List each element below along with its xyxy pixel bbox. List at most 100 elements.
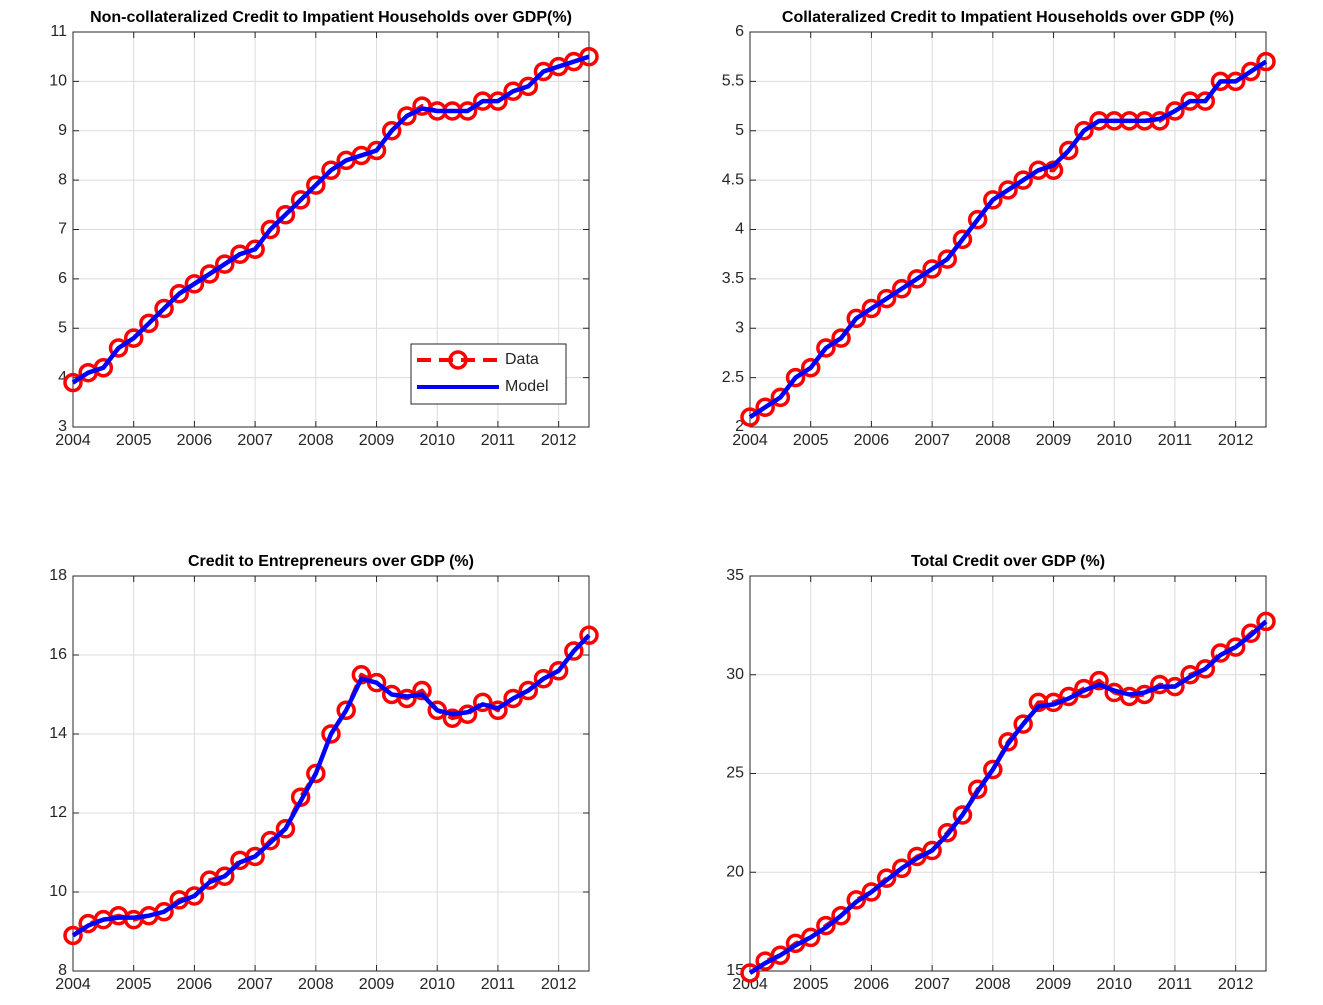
data-marker <box>876 288 897 309</box>
data-marker <box>336 700 356 721</box>
data-marker <box>139 313 159 334</box>
data-marker <box>473 692 493 713</box>
data-marker <box>199 264 220 284</box>
x-tick-label: 2012 <box>541 432 577 449</box>
data-marker <box>937 823 958 843</box>
data-marker <box>518 680 539 701</box>
x-tick-label: 2006 <box>854 976 890 993</box>
data-marker <box>770 387 791 408</box>
data-marker <box>245 239 265 259</box>
legend-box <box>410 343 567 405</box>
y-tick-label: 7 <box>58 221 67 238</box>
data-marker <box>215 866 235 886</box>
axes-frame <box>72 575 590 972</box>
data-marker <box>260 219 281 240</box>
data-marker <box>93 358 114 378</box>
data-marker <box>503 688 523 709</box>
data-marker <box>184 886 205 906</box>
axes-frame <box>72 31 590 428</box>
data-marker <box>1058 140 1079 161</box>
data-marker <box>740 407 760 427</box>
x-tick-label: 2008 <box>298 432 334 449</box>
axes-frame <box>749 31 1267 428</box>
data-marker <box>952 229 973 250</box>
data-marker <box>1089 670 1109 691</box>
data-marker <box>154 298 174 319</box>
data-marker <box>1256 611 1276 632</box>
data-marker <box>1013 714 1033 734</box>
data-marker <box>260 830 281 851</box>
x-tick-label: 2006 <box>854 432 890 449</box>
axes-frame <box>749 575 1267 972</box>
data-marker <box>1074 121 1094 141</box>
data-marker <box>1013 170 1033 190</box>
plot-area <box>73 576 589 971</box>
data-marker <box>321 160 341 180</box>
data-marker <box>381 121 402 141</box>
data-marker <box>321 724 341 744</box>
data-marker <box>1165 101 1185 121</box>
chart-title: Collateralized Credit to Impatient House… <box>782 9 1234 26</box>
series-line <box>748 619 1268 975</box>
data-marker <box>63 925 83 946</box>
data-marker <box>1241 623 1261 644</box>
data-marker <box>800 927 821 948</box>
data-marker <box>937 249 958 269</box>
data-marker <box>922 259 942 279</box>
series-line <box>71 54 590 385</box>
y-tick-label: 4.5 <box>722 171 744 188</box>
x-tick-label: 2004 <box>55 976 91 993</box>
x-tick-label: 2007 <box>914 432 950 449</box>
data-marker <box>123 328 144 348</box>
y-tick-label: 11 <box>50 23 67 40</box>
data-marker <box>998 732 1018 752</box>
data-marker <box>275 204 296 225</box>
y-tick-label: 20 <box>726 863 744 880</box>
data-marker <box>952 805 973 825</box>
data-marker <box>548 661 569 681</box>
chart-title: Total Credit over GDP (%) <box>911 553 1105 570</box>
x-tick-label: 2007 <box>914 976 950 993</box>
data-marker <box>397 688 417 709</box>
data-marker <box>967 209 988 230</box>
subplot: 2004 2005 2006 2007 2008 2009 2010 2011 2012 2 2.5… <box>722 9 1276 449</box>
data-marker <box>306 175 326 195</box>
y-tick-label: 2 <box>735 418 744 435</box>
data-marker <box>755 397 775 417</box>
data-marker <box>907 269 927 289</box>
x-tick-label: 2011 <box>481 432 516 449</box>
data-marker <box>488 700 508 721</box>
y-tick-label: 3 <box>58 418 67 435</box>
data-marker <box>518 76 539 97</box>
data-marker <box>892 279 912 299</box>
data-marker <box>1195 659 1216 679</box>
data-marker <box>922 840 942 861</box>
y-tick-label: 9 <box>58 122 67 139</box>
x-tick-label: 2005 <box>793 976 829 993</box>
x-tick-label: 2011 <box>1158 432 1193 449</box>
x-tick-label: 2009 <box>359 432 395 449</box>
y-tick-label: 10 <box>49 883 67 900</box>
x-tick-label: 2011 <box>481 976 516 993</box>
chart-title: Non-collateralized Credit to Impatient H… <box>90 9 572 26</box>
data-marker <box>275 819 296 839</box>
data-marker <box>533 668 554 689</box>
x-tick-label: 2012 <box>1218 432 1254 449</box>
data-marker <box>740 963 760 983</box>
data-marker <box>108 338 129 358</box>
data-marker <box>169 283 189 304</box>
data-marker <box>306 763 326 784</box>
y-tick-label: 14 <box>49 725 67 742</box>
x-tick-label: 2006 <box>177 432 213 449</box>
data-marker <box>983 759 1003 780</box>
y-tick-label: 35 <box>726 567 744 584</box>
data-marker <box>1225 637 1246 657</box>
data-marker <box>579 46 599 67</box>
x-tick-label: 2007 <box>237 976 273 993</box>
y-tick-label: 2.5 <box>722 369 744 386</box>
data-marker <box>861 298 882 319</box>
y-tick-label: 15 <box>726 962 744 979</box>
x-tick-label: 2011 <box>1158 976 1193 993</box>
x-tick-label: 2010 <box>419 432 455 449</box>
